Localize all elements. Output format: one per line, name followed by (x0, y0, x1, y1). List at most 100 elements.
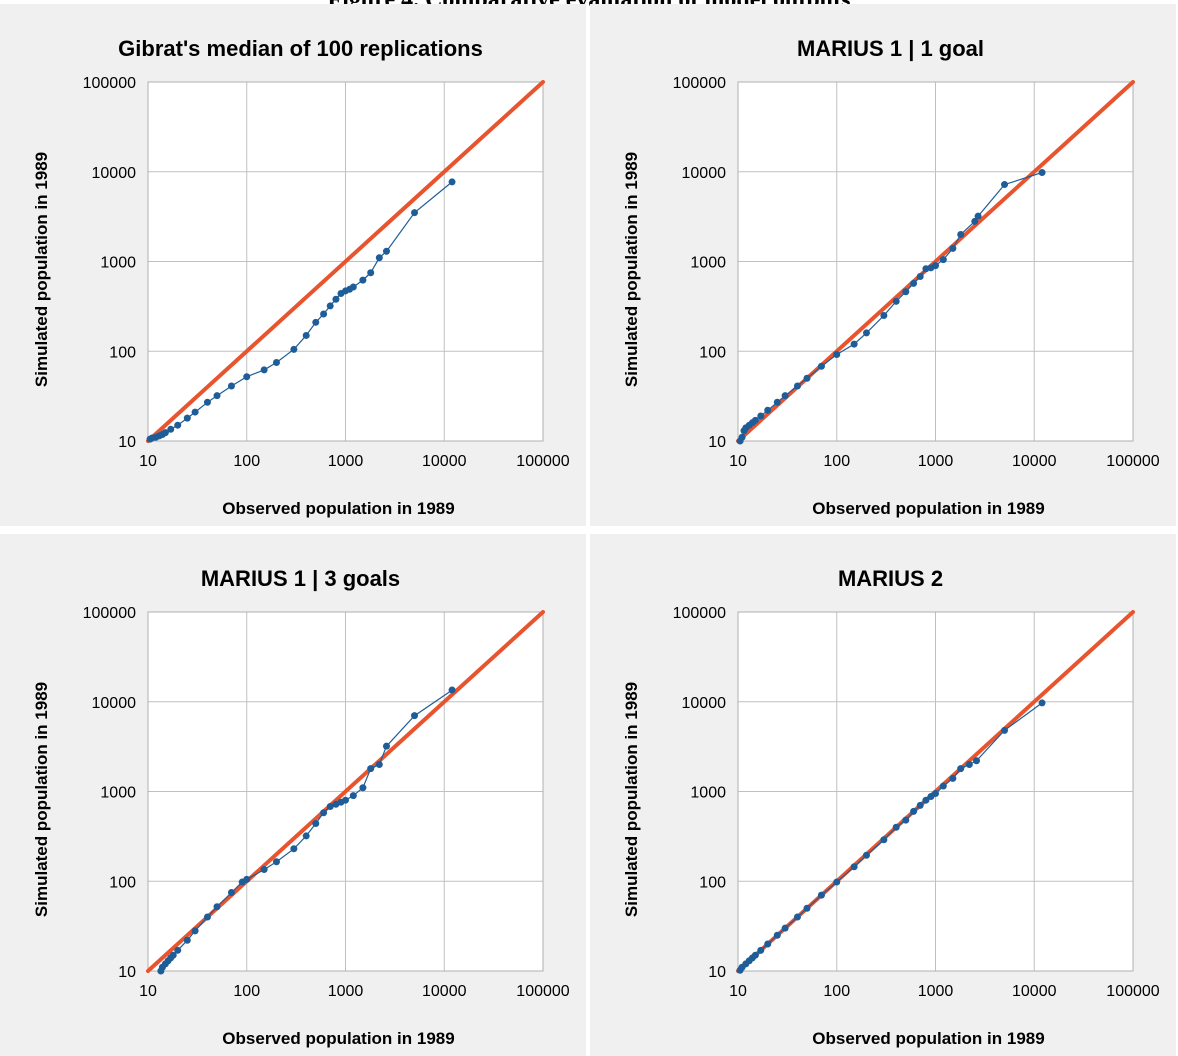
data-point (880, 312, 888, 320)
plot-border (147, 611, 544, 972)
data-point (272, 858, 280, 866)
x-axis-label: Observed population in 1989 (812, 499, 1044, 518)
data-point (203, 398, 211, 406)
data-point (971, 217, 979, 225)
data-point (939, 782, 947, 790)
data-point (375, 254, 383, 262)
x-tick-label: 100000 (516, 983, 569, 1000)
y-tick-label: 1000 (100, 785, 136, 802)
data-point (850, 863, 858, 871)
data-point (781, 924, 789, 932)
data-point (862, 329, 870, 337)
y-axis-label: Simulated population in 1989 (622, 152, 641, 387)
data-point (833, 351, 841, 359)
data-point (342, 796, 349, 804)
x-tick-label: 100000 (516, 453, 569, 470)
chart-title: MARIUS 2 (838, 566, 943, 591)
x-tick-label: 100 (823, 983, 850, 1000)
data-point (359, 784, 367, 792)
x-tick-label: 100 (823, 453, 850, 470)
y-tick-label: 1000 (690, 785, 726, 802)
x-axis-label: Observed population in 1989 (812, 1029, 1044, 1048)
data-point (213, 392, 221, 400)
chart-panel: 10 100 1000 10000 100000 10 100 1000 10000 100000… (0, 4, 586, 526)
x-tick-label: 100 (233, 983, 260, 1000)
plot-border (737, 81, 1134, 442)
data-point (833, 878, 841, 886)
data-point (411, 209, 419, 217)
data-point (757, 946, 765, 954)
y-tick-label: 1000 (100, 255, 136, 272)
plot-border (737, 611, 1134, 972)
x-tick-label: 100000 (1106, 453, 1159, 470)
data-point (411, 712, 419, 720)
x-tick-label: 1000 (328, 983, 364, 1000)
data-point (974, 212, 982, 220)
y-tick-label: 10000 (92, 165, 137, 182)
x-tick-label: 10 (139, 453, 157, 470)
chart-svg: 10 100 1000 10000 100000 10 100 1000 10000 100000… (622, 36, 1160, 518)
data-point (349, 792, 357, 800)
data-point (302, 331, 310, 339)
data-point (803, 374, 811, 382)
data-point (910, 279, 918, 287)
data-point (312, 318, 320, 326)
x-tick-label: 10 (729, 983, 747, 1000)
data-point (174, 421, 182, 429)
chart-panel: 10 100 1000 10000 100000 10 100 1000 10000 100000… (590, 4, 1176, 526)
data-point (764, 940, 772, 948)
data-point (227, 888, 235, 896)
data-point (932, 789, 939, 797)
x-tick-label: 100 (233, 453, 260, 470)
x-tick-label: 100000 (1106, 983, 1159, 1000)
data-point (320, 809, 328, 817)
data-point (290, 345, 298, 353)
chart-panel: 10 100 1000 10000 100000 10 100 1000 10000 100000… (0, 534, 586, 1056)
data-point (290, 845, 298, 853)
data-point (793, 382, 801, 390)
data-point (793, 913, 801, 921)
data-point (817, 362, 825, 370)
data-point (1001, 181, 1009, 189)
y-tick-label: 100 (109, 344, 136, 361)
data-point (892, 823, 900, 831)
data-point (902, 288, 910, 296)
data-point (764, 406, 772, 414)
y-tick-label: 10000 (682, 165, 727, 182)
data-point (243, 875, 251, 883)
y-axis-label: Simulated population in 1989 (622, 682, 641, 917)
data-point (957, 230, 965, 238)
data-point (862, 851, 870, 859)
chart-title: Gibrat's median of 100 replications (118, 36, 483, 61)
data-point (213, 903, 221, 911)
data-point (773, 398, 781, 406)
x-tick-label: 10 (139, 983, 157, 1000)
data-point (916, 273, 924, 281)
data-point (326, 803, 334, 811)
data-point (751, 416, 759, 424)
chart-svg: 10 100 1000 10000 100000 10 100 1000 10000 100000… (32, 36, 570, 518)
data-point (332, 295, 340, 303)
data-point (949, 774, 957, 782)
y-tick-label: 100000 (673, 75, 726, 92)
data-point (382, 742, 390, 750)
data-point (191, 408, 199, 416)
data-point (1038, 699, 1046, 707)
data-point (850, 340, 858, 348)
data-point (320, 310, 328, 318)
data-point (183, 936, 191, 944)
x-tick-label: 10 (729, 453, 747, 470)
data-point (349, 283, 357, 291)
identity-line (146, 610, 545, 973)
y-tick-label: 100000 (83, 605, 136, 622)
data-point (272, 358, 280, 366)
y-tick-label: 10 (118, 434, 136, 451)
data-point (957, 765, 965, 773)
data-point (243, 373, 251, 381)
y-axis-label: Simulated population in 1989 (32, 682, 51, 917)
y-tick-label: 10 (708, 434, 726, 451)
x-tick-label: 10000 (1012, 453, 1057, 470)
data-point (448, 686, 456, 694)
y-tick-label: 100000 (83, 75, 136, 92)
data-point (902, 816, 910, 824)
